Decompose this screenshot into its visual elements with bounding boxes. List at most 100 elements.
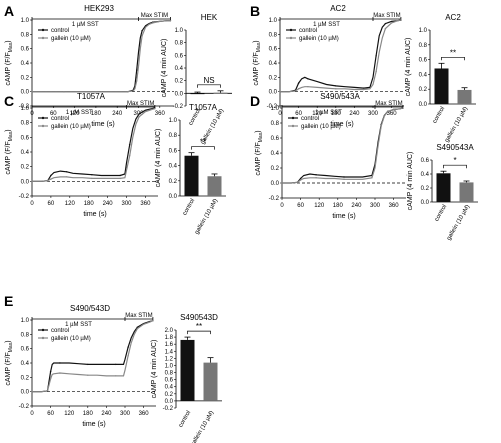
y-axis-label-end: ): [253, 40, 260, 42]
data-point: [63, 90, 65, 93]
bar-control: [436, 173, 451, 202]
y-tick-label: 0.4: [21, 361, 30, 367]
chart-title: T1057A: [77, 92, 106, 101]
category-label: control: [432, 106, 446, 125]
stim-label: Max STIM: [125, 313, 152, 319]
data-point: [400, 19, 402, 21]
y-tick-label: 0.2: [21, 75, 30, 81]
y-tick-label: 1.6: [165, 342, 174, 348]
data-point: [136, 80, 138, 82]
data-point: [384, 22, 387, 25]
x-axis-label: time (s): [332, 213, 355, 220]
stim-label: Max STIM: [141, 13, 168, 19]
category-label: gallein (10 µM): [446, 204, 471, 241]
bar-gallein: [213, 92, 228, 94]
y-tick-label: 1.0: [169, 118, 178, 124]
data-point: [343, 178, 345, 180]
y-tick-label: 0.8: [165, 371, 174, 377]
data-point: [59, 362, 61, 364]
legend-entry: gallein (10 µM): [51, 36, 91, 42]
y-tick-label: 0.6: [419, 58, 428, 64]
data-point: [127, 90, 129, 93]
y-tick-label: 0.4: [269, 61, 278, 67]
series-line-control: [32, 107, 155, 182]
bar-control: [434, 68, 449, 104]
y-tick-label: 0.6: [421, 158, 430, 164]
legend-entry: control: [51, 328, 69, 334]
x-tick-label: 360: [140, 201, 151, 207]
chart-title: S490543D: [180, 313, 218, 322]
y-axis-label: cAMP (4 min AUC): [405, 38, 412, 97]
data-point: [49, 378, 52, 380]
x-tick-label: 180: [83, 411, 94, 417]
bar-panel: HEK -0.2 0.0 0.2 0.4 0.6 0.8 1.0 cAMP (4 min AUC…: [161, 13, 232, 145]
legend-marker: [291, 116, 295, 120]
y-axis-label: cAMP (4 min AUC): [407, 152, 414, 211]
data-point: [297, 82, 300, 84]
y-axis-label-main: cAMP (F/F: [5, 352, 12, 385]
x-tick-label: 240: [351, 203, 362, 209]
line-panel-d: D S490/543A 1 µM SST Max STIM -0.2 0.0 0.2 0.4 0…: [250, 92, 406, 220]
x-tick-label: 60: [48, 201, 55, 207]
legend-marker: [41, 116, 45, 120]
x-axis-label: time (s): [83, 211, 106, 218]
y-tick-label: 1.4: [165, 349, 174, 355]
y-axis-label-main: cAMP (F/F: [5, 141, 12, 174]
data-point: [141, 35, 143, 37]
y-axis-label-sub: Max: [8, 342, 14, 352]
significance-bracket: [441, 56, 465, 61]
y-axis-label-sub: Max: [258, 132, 264, 142]
x-axis-label: time (s): [330, 121, 353, 128]
data-point: [141, 30, 143, 32]
y-tick-label: 0.6: [269, 47, 278, 53]
x-tick-label: 360: [387, 111, 398, 117]
y-tick-label: 0.0: [421, 200, 430, 206]
data-point: [315, 174, 317, 176]
legend-entry: gallein (10 µM): [301, 124, 341, 130]
chart-title: HEK: [201, 13, 218, 22]
y-tick-label: 1.0: [269, 18, 278, 24]
significance-label: **: [200, 138, 206, 147]
data-point: [136, 69, 138, 71]
y-axis-label-end: ): [5, 40, 12, 42]
bar-gallein: [459, 182, 474, 202]
data-point: [279, 90, 281, 93]
y-tick-label: 0.2: [271, 166, 280, 172]
y-axis-label-end: ): [5, 129, 12, 131]
legend-marker: [291, 124, 295, 128]
panel-letter: B: [250, 3, 260, 19]
x-tick-label: 180: [84, 201, 95, 207]
x-tick-label: 0: [278, 111, 282, 117]
data-point: [31, 90, 33, 93]
data-point: [152, 320, 154, 322]
chart-title: S490/543A: [320, 92, 360, 101]
x-tick-label: 300: [121, 201, 132, 207]
data-point: [375, 70, 377, 73]
chart-title: AC2: [445, 13, 461, 22]
x-tick-label: 300: [120, 411, 131, 417]
x-tick-label: 120: [64, 411, 75, 417]
data-point: [335, 88, 337, 90]
x-tick-label: 60: [297, 203, 304, 209]
x-tick-label: 180: [333, 203, 344, 209]
data-point: [31, 390, 33, 393]
line-panel-c: C T1057A 1 µM SST Max STIM -0.2 0.0 0.2 0.4 0.6 0…: [4, 92, 158, 218]
data-point: [299, 179, 302, 181]
y-tick-label: 0.0: [419, 102, 428, 108]
y-tick-label: 0.8: [21, 32, 30, 38]
y-tick-label: 0.4: [165, 385, 174, 391]
y-tick-label: 1.2: [165, 356, 174, 362]
data-point: [307, 85, 309, 88]
line-panel-b: B AC2 1 µM SST Max STIM -0.2 0.0 0.2 0.4 0.6 0.8 1…: [250, 3, 404, 128]
data-point: [50, 178, 52, 180]
y-tick-label: 0.8: [175, 41, 184, 47]
x-tick-label: 120: [312, 111, 323, 117]
chart-title: AC2: [330, 4, 346, 13]
y-tick-label: 0.8: [21, 121, 30, 127]
series-line-gallein: [32, 20, 171, 93]
y-tick-label: 0.0: [21, 179, 30, 185]
series-line-gallein: [282, 107, 404, 184]
y-tick-label: -0.2: [19, 404, 30, 410]
x-tick-label: 0: [280, 203, 284, 209]
x-tick-label: 0: [30, 411, 34, 417]
